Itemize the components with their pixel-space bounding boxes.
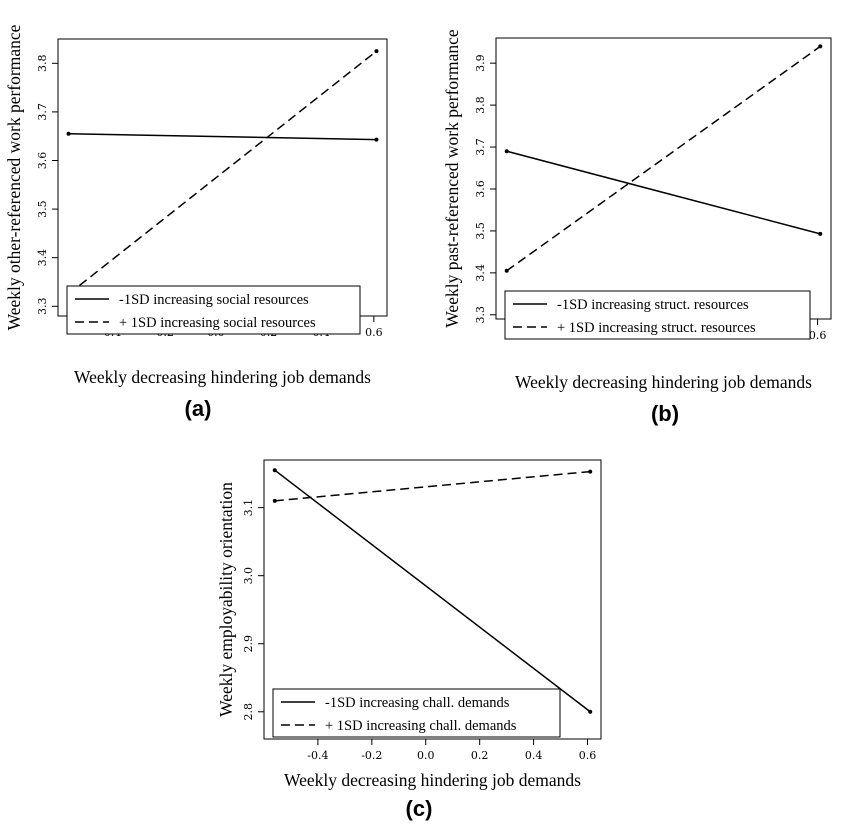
y-tick-label: 3.7 — [474, 138, 487, 156]
data-point — [818, 44, 823, 49]
data-point — [504, 268, 509, 273]
series-line-minus-1sd — [506, 150, 821, 235]
x-axis-label: Weekly decreasing hindering job demands — [74, 367, 371, 387]
series-line-plus-1sd — [68, 50, 377, 295]
x-axis-label: Weekly decreasing hindering job demands — [284, 770, 581, 790]
y-tick-label: 3.6 — [36, 152, 49, 170]
y-tick-label: 3.3 — [474, 306, 487, 324]
y-axis-label: Weekly past-referenced work performance — [442, 29, 462, 328]
x-tick-label: 0.0 — [417, 749, 435, 762]
y-tick-label: 3.0 — [242, 567, 255, 585]
x-axis-label: Weekly decreasing hindering job demands — [515, 372, 812, 392]
panel-label: (c) — [406, 796, 433, 821]
series-line-minus-1sd — [274, 469, 591, 713]
x-tick-label: 0.4 — [525, 749, 543, 762]
legend: -1SD increasing struct. resources + 1SD i… — [504, 290, 811, 340]
data-point — [818, 231, 823, 236]
x-tick-label: 0.6 — [809, 329, 827, 342]
plot-frame — [263, 459, 602, 740]
y-tick-label: 3.4 — [36, 249, 49, 267]
legend: -1SD increasing social resources + 1SD in… — [66, 285, 361, 335]
x-tick-label: 0.6 — [579, 749, 597, 762]
data-point — [272, 468, 277, 473]
y-tick-label: 3.9 — [474, 54, 487, 72]
y-tick-label: 3.7 — [36, 103, 49, 121]
series-line-plus-1sd — [506, 45, 821, 272]
chart-panel-2: -0.4-0.20.00.20.40.63.33.43.53.63.73.83.… — [442, 29, 832, 426]
y-tick-label: 2.8 — [242, 703, 255, 721]
chart-panel-1: -0.4-0.20.00.20.40.63.33.43.53.63.73.8-1… — [4, 24, 388, 421]
data-point — [374, 49, 379, 54]
y-tick-label: 3.8 — [36, 55, 49, 73]
y-tick-label: 3.1 — [242, 499, 255, 517]
y-tick-label: 3.5 — [474, 222, 487, 240]
y-tick-label: 3.4 — [474, 264, 487, 282]
y-tick-label: 3.5 — [36, 200, 49, 218]
y-axis-label: Weekly other-referenced work performance — [4, 24, 24, 330]
chart-panel-3: -0.4 -0.2 0.0 0.2 0.4 0.6 2.8 2.9 3.0 3.1 -1SD inc… — [216, 459, 602, 821]
y-axis-label: Weekly employability orientation — [216, 482, 236, 717]
data-point — [272, 498, 277, 503]
plot-frame — [57, 38, 388, 317]
legend-label: -1SD increasing chall. demands — [325, 695, 510, 711]
y-tick-label: 3.6 — [474, 180, 487, 198]
legend-label: -1SD increasing struct. resources — [557, 297, 749, 313]
series-line-plus-1sd — [274, 470, 591, 502]
x-tick-label: 0.6 — [365, 326, 383, 339]
x-tick-label: 0.2 — [471, 749, 489, 762]
panel-label: (b) — [651, 401, 679, 426]
panel-label: (a) — [185, 396, 212, 421]
data-point — [588, 469, 593, 474]
legend-label: + 1SD increasing chall. demands — [325, 718, 517, 734]
data-point — [374, 137, 379, 142]
legend-box — [504, 290, 811, 340]
legend-box — [272, 688, 561, 738]
data-point — [66, 131, 71, 136]
legend: -1SD increasing chall. demands + 1SD incr… — [272, 688, 561, 738]
plot-frame — [495, 37, 832, 320]
legend-box — [66, 285, 361, 335]
series-line-minus-1sd — [68, 133, 377, 141]
x-tick-label: -0.4 — [307, 749, 328, 762]
y-tick-label: 2.9 — [242, 635, 255, 653]
y-tick-label: 3.3 — [36, 298, 49, 316]
legend-label: -1SD increasing social resources — [119, 292, 309, 308]
data-point — [588, 709, 593, 714]
x-tick-label: -0.2 — [361, 749, 382, 762]
legend-label: + 1SD increasing struct. resources — [557, 320, 756, 336]
y-tick-label: 3.8 — [474, 96, 487, 114]
legend-label: + 1SD increasing social resources — [119, 315, 316, 331]
data-point — [504, 149, 509, 154]
